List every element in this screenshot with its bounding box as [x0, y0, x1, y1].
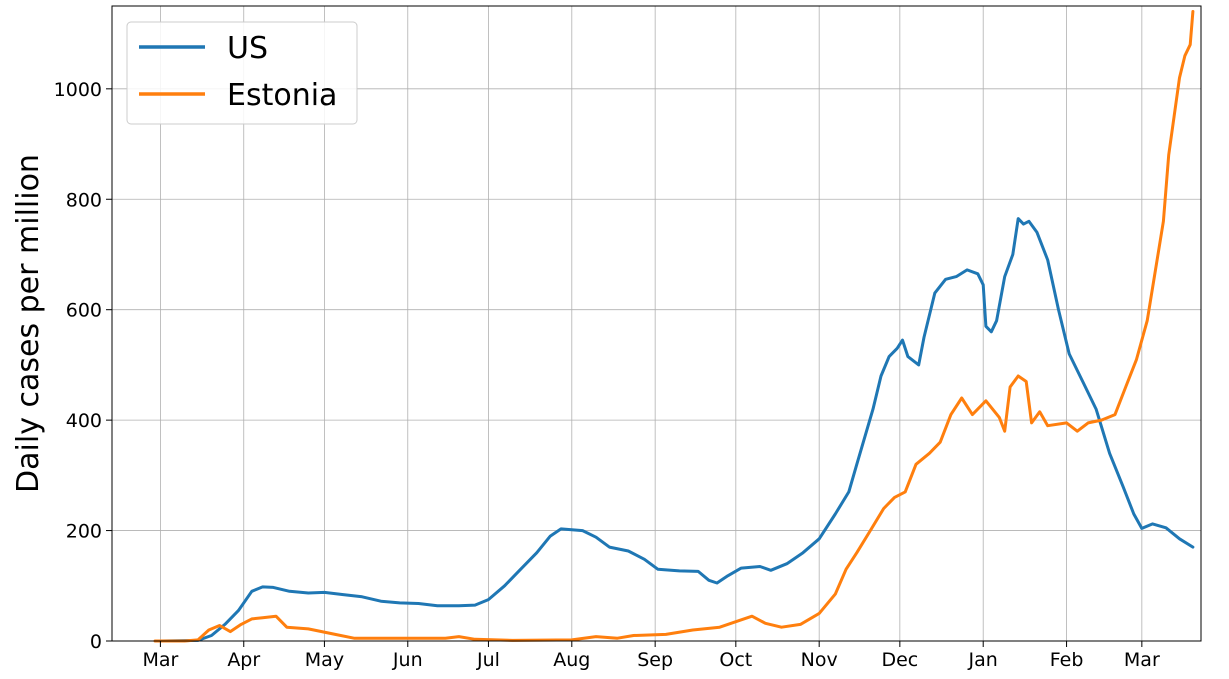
x-tick-label: Dec [881, 649, 918, 671]
x-tick-label: Jul [476, 649, 500, 671]
plot-frame [111, 5, 1202, 642]
x-tick-label: Mar [142, 649, 178, 671]
y-tick-label: 400 [66, 410, 102, 432]
series-lines [153, 10, 1195, 643]
x-tick-label: Mar [1124, 649, 1160, 671]
y-tick-label: 200 [66, 521, 102, 543]
legend: US Estonia [126, 21, 358, 125]
legend-label-estonia: Estonia [227, 78, 337, 113]
y-tick-label: 600 [66, 300, 102, 322]
series-line-estonia [153, 10, 1195, 643]
y-tick-label: 1000 [54, 79, 102, 101]
x-tick-label: Nov [801, 649, 838, 671]
x-tick-label: Aug [553, 649, 590, 671]
x-tick-label: Apr [227, 649, 260, 671]
x-tick-label: Feb [1050, 649, 1084, 671]
x-tick-label: Sep [637, 649, 673, 671]
y-tick-label: 800 [66, 189, 102, 211]
x-tick-label: Oct [719, 649, 752, 671]
x-tick-label: Jun [392, 649, 423, 671]
y-tick-label: 0 [90, 631, 102, 653]
y-axis-label: Daily cases per million [11, 154, 46, 493]
y-axis: 0 200 400 600 800 1000 [54, 79, 112, 653]
x-axis: Mar Apr May Jun Jul Aug Sep Oct Nov Dec Jan Feb Mar [142, 641, 1160, 671]
x-tick-label: Jan [968, 649, 998, 671]
legend-label-us: US [227, 31, 268, 66]
series-line-us [158, 217, 1195, 643]
x-tick-label: May [305, 649, 344, 671]
